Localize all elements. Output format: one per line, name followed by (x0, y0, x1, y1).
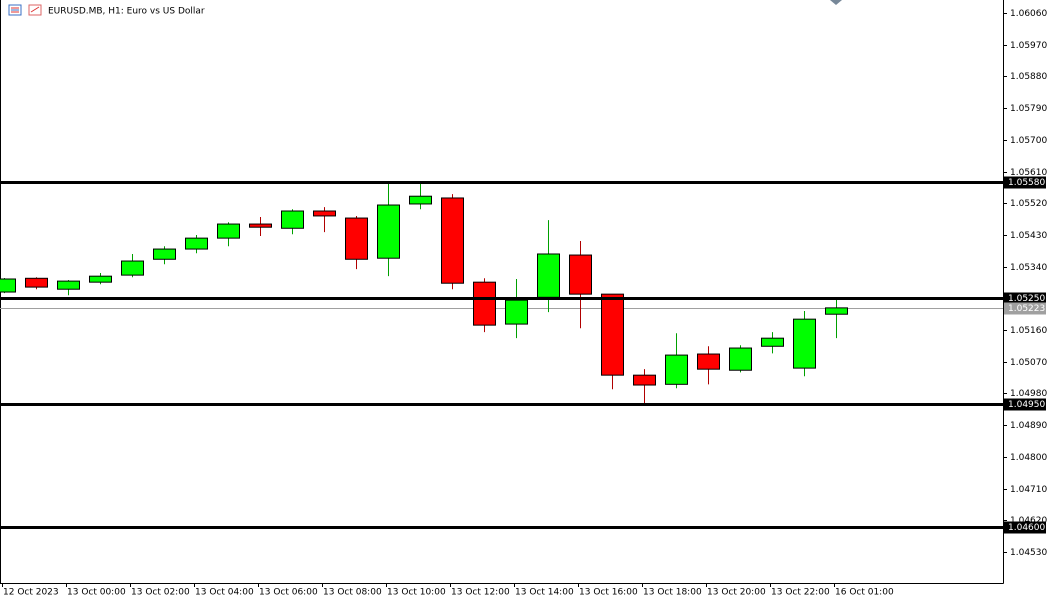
candle-body (505, 299, 528, 325)
y-tick-label: 1.05520 (1010, 199, 1047, 209)
level-label: 1.04950 (1008, 400, 1045, 410)
x-tick-label: 13 Oct 04:00 (195, 588, 254, 598)
candle-body (697, 353, 720, 370)
candle-body (441, 197, 464, 284)
level-label-box (1004, 398, 1046, 411)
candle-body (729, 347, 752, 371)
x-tick-label: 13 Oct 10:00 (387, 588, 446, 598)
candle-body (153, 248, 176, 260)
x-tick-label: 13 Oct 12:00 (451, 588, 510, 598)
x-tick-label: 13 Oct 00:00 (67, 588, 126, 598)
candle-body (249, 223, 272, 228)
x-tick-label: 13 Oct 20:00 (707, 588, 766, 598)
x-tick-label: 13 Oct 06:00 (259, 588, 318, 598)
candle-body (409, 195, 432, 205)
level-label-box (1004, 521, 1046, 534)
x-tick-label: 13 Oct 18:00 (643, 588, 702, 598)
candle-body (0, 278, 16, 293)
current-price-label: 1.05223 (1008, 304, 1045, 314)
candle-body (793, 318, 816, 369)
x-tick-label: 13 Oct 02:00 (131, 588, 190, 598)
y-tick-label: 1.05790 (1010, 104, 1047, 114)
candle-body (345, 217, 368, 260)
level-label: 1.05250 (1008, 294, 1045, 304)
candle-body (825, 307, 848, 315)
shift-marker (830, 0, 842, 5)
x-tick-label: 16 Oct 01:00 (835, 588, 894, 598)
current-price-box (1004, 302, 1046, 315)
y-tick-label: 1.04800 (1010, 453, 1047, 463)
candle-body (57, 280, 80, 290)
candle-body (761, 337, 784, 347)
x-tick-label: 12 Oct 2023 (3, 588, 59, 598)
y-tick-label: 1.05340 (1010, 263, 1047, 273)
candle-body (89, 275, 112, 283)
y-tick-label: 1.05430 (1010, 231, 1047, 241)
candle-body (121, 260, 144, 276)
candle-body (569, 254, 592, 295)
x-tick-label: 13 Oct 16:00 (579, 588, 638, 598)
y-tick-label: 1.04890 (1010, 421, 1047, 431)
y-tick-label: 1.05700 (1010, 136, 1047, 146)
x-tick-label: 13 Oct 08:00 (323, 588, 382, 598)
y-tick-label: 1.04980 (1010, 389, 1047, 399)
y-tick-label: 1.04530 (1010, 548, 1047, 558)
y-tick-label: 1.05160 (1010, 326, 1047, 336)
candle-body (537, 253, 560, 298)
symbol-icon (8, 4, 42, 16)
y-tick-label: 1.04620 (1010, 516, 1047, 526)
x-tick-label: 13 Oct 22:00 (771, 588, 830, 598)
x-tick-label: 13 Oct 14:00 (515, 588, 574, 598)
candle-body (473, 281, 496, 326)
candle-body (601, 293, 624, 376)
candle-body (313, 210, 336, 217)
y-tick-label: 1.04710 (1010, 485, 1047, 495)
level-label-box (1004, 176, 1046, 189)
chart-title: EURUSD.MB, H1: Euro vs US Dollar (48, 7, 205, 17)
y-tick-label: 1.05880 (1010, 72, 1047, 82)
level-label-box (1004, 292, 1046, 305)
candle-body (377, 204, 400, 259)
y-tick-label: 1.05610 (1010, 168, 1047, 178)
candle-body (185, 237, 208, 250)
candle-body (25, 277, 48, 288)
level-label: 1.04600 (1008, 523, 1045, 533)
y-tick-label: 1.06060 (1010, 9, 1047, 19)
candle-body (633, 374, 656, 386)
y-tick-label: 1.05970 (1010, 41, 1047, 51)
candle-body (217, 223, 240, 239)
level-label: 1.05580 (1008, 178, 1045, 188)
y-tick-label: 1.05070 (1010, 358, 1047, 368)
candle-body (281, 210, 304, 229)
candle-body (665, 354, 688, 385)
